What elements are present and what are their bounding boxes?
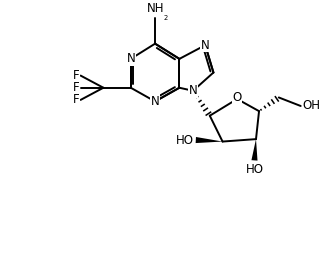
Text: NH: NH bbox=[147, 2, 165, 15]
Text: HO: HO bbox=[176, 134, 194, 147]
Text: F: F bbox=[72, 81, 79, 94]
Text: HO: HO bbox=[246, 163, 264, 176]
Polygon shape bbox=[196, 137, 223, 143]
Polygon shape bbox=[251, 139, 258, 161]
Text: $_2$: $_2$ bbox=[163, 13, 169, 23]
Text: OH: OH bbox=[302, 99, 320, 113]
Text: N: N bbox=[189, 84, 197, 97]
Text: F: F bbox=[72, 93, 79, 106]
Text: N: N bbox=[201, 39, 210, 52]
Text: N: N bbox=[126, 52, 135, 65]
Text: O: O bbox=[232, 91, 242, 104]
Text: N: N bbox=[151, 95, 159, 108]
Text: F: F bbox=[72, 69, 79, 82]
